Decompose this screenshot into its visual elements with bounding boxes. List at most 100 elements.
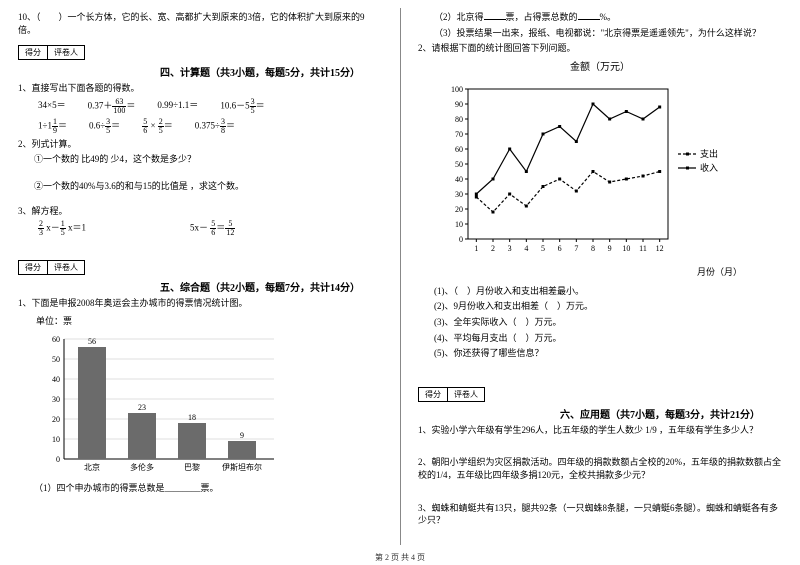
svg-text:50: 50: [455, 160, 463, 169]
s5-q1: 1、下面是申报2008年奥运会主办城市的得票情况统计图。: [18, 297, 382, 310]
frac: 512: [225, 220, 235, 237]
right-column: （2）北京得票，占得票总数的%。 （3）投票结果一出来，报纸、电视都说："北京得…: [400, 0, 800, 565]
score-cell-score: 得分: [18, 260, 48, 275]
line-chart-xlabel: 月份（月）: [418, 265, 742, 278]
line-chart-title: 金额（万元）: [418, 58, 782, 73]
svg-text:巴黎: 巴黎: [184, 462, 200, 472]
q10: 10、（ ）一个长方体，它的长、宽、高都扩大到原来的3倍，它的体积扩大到原来的9…: [18, 11, 382, 36]
section5-header: 得分 评卷人: [18, 254, 382, 275]
svg-text:40: 40: [455, 175, 463, 184]
sub-d: (4)、平均每月支出（ ）万元。: [434, 332, 782, 345]
math-2c: 56 × 25＝: [142, 118, 173, 135]
score-box: 得分 评卷人: [18, 45, 85, 60]
score-cell-grader: 评卷人: [448, 387, 485, 402]
svg-text:30: 30: [455, 190, 463, 199]
svg-text:10: 10: [622, 244, 630, 253]
s5-q1-1: （1）四个申办城市的得票总数是________票。: [34, 482, 382, 495]
s6-q1: 1、实验小学六年级有学生296人，比五年级的学生人数少 1/9 ，五年级有学生多…: [418, 424, 782, 437]
svg-text:4: 4: [524, 244, 528, 253]
sub-e: (5)、你还获得了哪些信息？: [434, 347, 782, 360]
svg-text:7: 7: [574, 244, 578, 253]
svg-text:70: 70: [455, 130, 463, 139]
math-1d: 10.6－535＝: [220, 98, 264, 115]
svg-text:9: 9: [240, 431, 244, 440]
r-l3: 2、请根据下面的统计图回答下列问题。: [418, 42, 782, 55]
s4-q1: 1、直接写出下面各题的得数。: [18, 82, 382, 95]
s6-q3: 3、蜘蛛和蜻蜓共有13只，腿共92条（一只蜘蛛8条腿，一只蜻蜓6条腿）。蜘蛛和蜻…: [418, 502, 782, 527]
s4-q2b: ②一个数的40%与3.6的和与15的比值是 ，求这个数。: [34, 180, 382, 193]
svg-text:支出: 支出: [700, 148, 718, 159]
score-cell-grader: 评卷人: [48, 45, 85, 60]
svg-text:北京: 北京: [84, 462, 100, 472]
svg-text:8: 8: [591, 244, 595, 253]
blank: [578, 11, 600, 20]
score-box: 得分 评卷人: [18, 260, 85, 275]
svg-text:90: 90: [455, 100, 463, 109]
sub-c: (3)、全年实际收入（ ）万元。: [434, 316, 782, 329]
svg-text:6: 6: [558, 244, 562, 253]
section4-header: 得分 评卷人: [18, 39, 382, 60]
svg-text:伊斯坦布尔: 伊斯坦布尔: [222, 462, 262, 472]
svg-text:20: 20: [455, 205, 463, 214]
svg-text:30: 30: [52, 395, 60, 404]
bar-chart: 单位：票 0 10 20 30 40 50 60 56 北京 23 多伦多 18 巴黎 9 伊斯坦布尔: [36, 314, 382, 479]
svg-text:10: 10: [455, 220, 463, 229]
svg-text:100: 100: [451, 85, 463, 94]
svg-text:60: 60: [52, 335, 60, 344]
svg-text:40: 40: [52, 375, 60, 384]
math-row-2: 1÷119＝ 0.6÷35＝ 56 × 25＝ 0.375÷38＝: [38, 118, 382, 135]
svg-text:1: 1: [474, 244, 478, 253]
eq1: 23 x－15 x＝1: [38, 220, 86, 237]
math-2a: 1÷119＝: [38, 118, 67, 135]
math-1c: 0.99÷1.1＝: [157, 98, 198, 115]
bar-chart-svg: 0 10 20 30 40 50 60 56 北京 23 多伦多 18 巴黎 9 伊斯坦布尔: [36, 329, 286, 479]
svg-text:0: 0: [56, 455, 60, 464]
section6-header: 得分 评卷人: [418, 381, 782, 402]
svg-text:12: 12: [656, 244, 664, 253]
svg-text:10: 10: [52, 435, 60, 444]
line-chart: 0102030405060708090100123456789101112支出收…: [438, 75, 782, 265]
eq-row: 23 x－15 x＝1 5x－ 56＝512: [38, 220, 382, 237]
score-cell-score: 得分: [418, 387, 448, 402]
s4-q3: 3、解方程。: [18, 205, 382, 218]
svg-text:56: 56: [88, 337, 96, 346]
svg-text:收入: 收入: [700, 162, 718, 173]
s4-q2a: ①一个数的 比49的 少4，这个数是多少？: [34, 153, 382, 166]
svg-text:2: 2: [491, 244, 495, 253]
svg-text:23: 23: [138, 403, 146, 412]
r-l2: （3）投票结果一出来，报纸、电视都说："北京得票是遥遥领先"，为什么这样说？: [434, 27, 782, 40]
r-l1: （2）北京得票，占得票总数的%。: [434, 11, 782, 24]
blank: [484, 11, 506, 20]
line-chart-svg: 0102030405060708090100123456789101112支出收…: [438, 75, 738, 265]
svg-text:18: 18: [188, 413, 196, 422]
score-box: 得分 评卷人: [418, 387, 485, 402]
svg-text:0: 0: [459, 235, 463, 244]
math-row-1: 34×5＝ 0.37＋63100＝ 0.99÷1.1＝ 10.6－535＝: [38, 98, 382, 115]
left-column: 10、（ ）一个长方体，它的长、宽、高都扩大到原来的3倍，它的体积扩大到原来的9…: [0, 0, 400, 565]
math-1a: 34×5＝: [38, 98, 66, 115]
eq2: 5x－ 56＝512: [190, 220, 235, 237]
math-1b: 0.37＋63100＝: [88, 98, 136, 115]
section5-title: 五、综合题（共2小题，每题7分，共计14分）: [138, 279, 382, 294]
sub-b: (2)、9月份收入和支出相差（ ）万元。: [434, 300, 782, 313]
svg-text:5: 5: [541, 244, 545, 253]
svg-text:20: 20: [52, 415, 60, 424]
frac: 63100: [112, 98, 126, 115]
sub-a: (1)、（ ）月份收入和支出相差最小。: [434, 285, 782, 298]
svg-text:多伦多: 多伦多: [130, 462, 154, 472]
score-cell-score: 得分: [18, 45, 48, 60]
math-2b: 0.6÷35＝: [89, 118, 120, 135]
svg-text:9: 9: [608, 244, 612, 253]
s4-q2: 2、列式计算。: [18, 138, 382, 151]
svg-text:60: 60: [455, 145, 463, 154]
bar-chart-unit: 单位：票: [36, 314, 382, 327]
page-footer: 第 2 页 共 4 页: [0, 552, 800, 563]
svg-text:80: 80: [455, 115, 463, 124]
svg-text:11: 11: [639, 244, 647, 253]
section4-title: 四、计算题（共3小题，每题5分，共计15分）: [138, 64, 382, 79]
math-2d: 0.375÷38＝: [195, 118, 235, 135]
s6-q2: 2、朝阳小学组织为灾区捐款活动。四年级的捐款数额占全校的20%，五年级的捐款数额…: [418, 456, 782, 481]
svg-text:50: 50: [52, 355, 60, 364]
score-cell-grader: 评卷人: [48, 260, 85, 275]
section6-title: 六、应用题（共7小题，每题3分，共计21分）: [538, 406, 782, 421]
